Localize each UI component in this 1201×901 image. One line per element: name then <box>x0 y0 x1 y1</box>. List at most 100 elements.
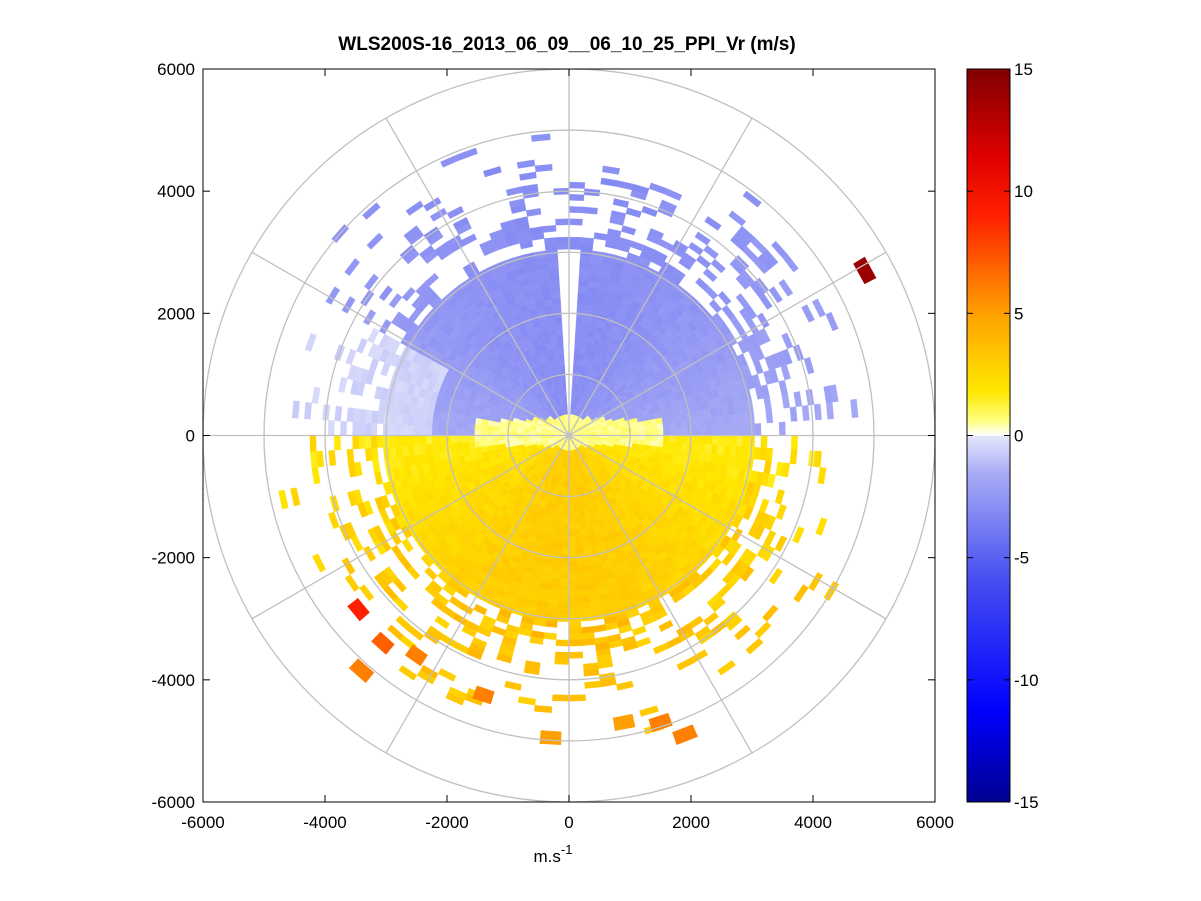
colorbar-tick-label: 0 <box>1014 427 1023 446</box>
velocity-cell <box>407 445 415 456</box>
velocity-cell <box>815 517 828 536</box>
velocity-cell <box>558 353 565 360</box>
colorbar-tick-label: 10 <box>1014 182 1033 201</box>
velocity-cell <box>407 425 414 436</box>
azimuth-spoke <box>385 117 570 436</box>
x-tick-label: -2000 <box>425 813 468 832</box>
velocity-cell <box>461 233 477 246</box>
velocity-cell <box>352 435 360 450</box>
velocity-cell <box>474 423 482 431</box>
velocity-cell <box>775 504 787 520</box>
velocity-cell <box>578 510 585 518</box>
velocity-cell <box>723 445 731 456</box>
azimuth-spoke <box>385 435 570 754</box>
velocity-cell <box>328 450 337 466</box>
velocity-cell <box>573 505 579 512</box>
velocity-cell <box>403 225 421 241</box>
velocity-cell <box>352 421 360 436</box>
velocity-cell <box>574 340 582 348</box>
velocity-cell <box>632 435 640 441</box>
velocity-cell <box>367 527 380 544</box>
velocity-cell <box>781 462 791 478</box>
velocity-cell <box>826 402 834 420</box>
velocity-cell <box>486 425 494 431</box>
velocity-cell <box>667 447 676 456</box>
velocity-cell <box>480 424 488 431</box>
velocity-cell <box>413 415 421 427</box>
velocity-cell <box>577 565 587 573</box>
velocity-cell <box>457 147 478 161</box>
velocity-cell <box>328 511 340 529</box>
velocity-cell <box>638 435 646 441</box>
velocity-cell <box>468 447 477 455</box>
velocity-cell <box>669 435 676 443</box>
velocity-cell <box>278 489 289 510</box>
velocity-cell <box>388 424 396 436</box>
velocity-cell <box>579 595 591 604</box>
polar-grid <box>203 69 935 802</box>
velocity-cell <box>521 183 539 193</box>
velocity-cell <box>401 424 408 436</box>
velocity-cell <box>407 435 414 446</box>
velocity-cell <box>401 435 408 447</box>
velocity-cell <box>529 636 544 645</box>
velocity-cell <box>558 590 570 598</box>
x-tick-label: -4000 <box>303 813 346 832</box>
velocity-cell <box>762 249 779 267</box>
velocity-cell <box>373 573 389 590</box>
velocity-cell <box>574 523 582 531</box>
velocity-cell <box>370 435 378 449</box>
velocity-cell <box>568 651 584 659</box>
velocity-cell <box>561 377 566 385</box>
velocity-cell <box>657 429 664 436</box>
y-tick-label: 4000 <box>157 182 195 201</box>
velocity-cell <box>602 165 621 175</box>
velocity-cell <box>562 383 567 391</box>
velocity-cell <box>568 548 577 555</box>
velocity-cell <box>742 424 750 436</box>
velocity-cell <box>498 439 506 445</box>
y-tick-label: -4000 <box>152 671 195 690</box>
velocity-cell <box>310 451 318 469</box>
velocity-cell <box>680 420 688 429</box>
velocity-cell <box>651 435 658 442</box>
velocity-cell <box>562 535 570 543</box>
velocity-cell <box>401 445 409 457</box>
velocity-cell <box>425 435 433 445</box>
velocity-cell <box>568 505 574 513</box>
velocity-cell <box>728 210 747 227</box>
velocity-cell <box>576 304 586 312</box>
velocity-cell <box>327 420 335 436</box>
velocity-cell <box>492 430 500 436</box>
y-tick-labels: 6000 4000 2000 0 -2000 -4000 -6000 <box>152 60 195 812</box>
velocity-cell <box>736 435 744 447</box>
velocity-cell <box>462 428 469 436</box>
velocity-cell <box>431 443 440 453</box>
velocity-cell <box>659 199 678 212</box>
velocity-cell <box>468 429 475 436</box>
velocity-cell <box>813 450 822 468</box>
velocity-cell <box>579 602 591 610</box>
velocity-cell <box>568 572 579 580</box>
y-tick-label: 0 <box>186 427 195 446</box>
velocity-cell <box>338 376 348 393</box>
velocity-cell <box>391 311 404 327</box>
velocity-cell <box>765 447 774 462</box>
velocity-cell <box>778 421 786 436</box>
strong-velocity-cell <box>348 658 375 683</box>
velocity-cell <box>560 560 570 567</box>
velocity-cell <box>579 255 592 263</box>
velocity-cell <box>648 228 665 240</box>
velocity-cell <box>564 499 570 506</box>
velocity-cell <box>548 273 560 282</box>
velocity-cell <box>550 571 561 579</box>
velocity-cell <box>568 206 584 214</box>
velocity-cell <box>801 304 815 323</box>
x-axis-label-exponent: -1 <box>561 842 573 857</box>
velocity-cell <box>568 602 581 610</box>
velocity-cell <box>745 637 764 655</box>
velocity-cell <box>474 435 481 442</box>
velocity-cell <box>394 435 402 447</box>
velocity-cell <box>676 657 695 671</box>
